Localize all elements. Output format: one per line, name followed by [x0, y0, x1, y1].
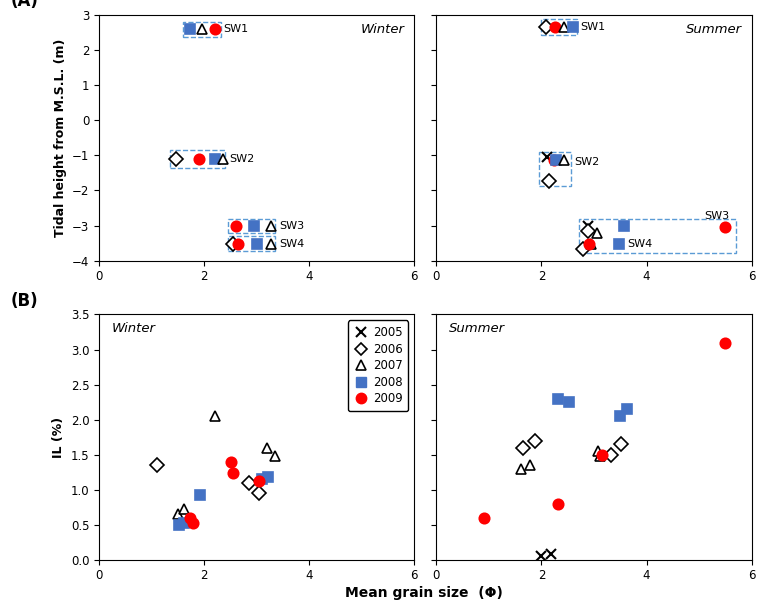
Text: SW1: SW1: [580, 22, 605, 31]
Text: Winter: Winter: [361, 23, 405, 36]
Y-axis label: IL (%): IL (%): [53, 416, 66, 458]
Text: SW3: SW3: [704, 211, 729, 221]
Text: SW2: SW2: [575, 157, 600, 167]
Text: SW3: SW3: [278, 221, 304, 231]
Text: Summer: Summer: [686, 23, 742, 36]
Y-axis label: Tidal height from M.S.L. (m): Tidal height from M.S.L. (m): [53, 39, 66, 237]
Text: Mean grain size  (Φ): Mean grain size (Φ): [345, 585, 502, 600]
Text: Summer: Summer: [449, 322, 505, 335]
Legend: 2005, 2006, 2007, 2008, 2009: 2005, 2006, 2007, 2008, 2009: [348, 320, 408, 411]
Text: SW4: SW4: [627, 239, 652, 248]
Text: SW2: SW2: [229, 154, 254, 164]
Text: (B): (B): [11, 292, 39, 309]
Text: SW4: SW4: [278, 239, 304, 248]
Text: Winter: Winter: [112, 322, 156, 335]
Text: (A): (A): [11, 0, 39, 10]
Text: SW1: SW1: [224, 24, 249, 34]
